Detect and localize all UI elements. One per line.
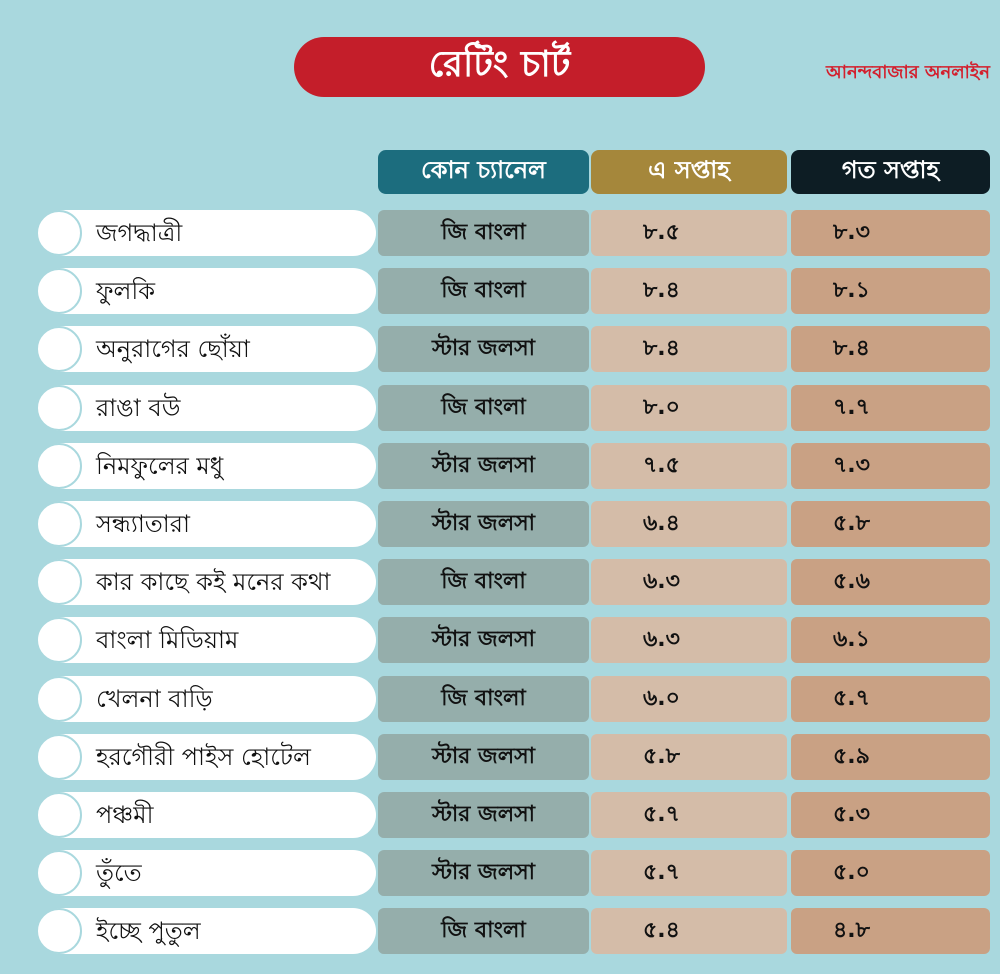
bullet-circle-icon	[36, 443, 82, 489]
last-week-rating: ৭.৩	[791, 443, 990, 489]
bullet-circle-icon	[36, 268, 82, 314]
this-week-rating: ৬.০	[591, 676, 787, 722]
show-name-box	[38, 326, 376, 372]
last-week-rating: ৫.৭	[791, 676, 990, 722]
bullet-circle-icon	[36, 617, 82, 663]
show-name-box	[38, 559, 376, 605]
bullet-circle-icon	[36, 501, 82, 547]
channel-cell: স্টার জলসা	[378, 326, 589, 372]
this-week-rating: ৭.৫	[591, 443, 787, 489]
table-row: ফুলকি জি বাংলা ৮.৪ ৮.১	[0, 268, 1000, 314]
channel-cell: স্টার জলসা	[378, 792, 589, 838]
channel-cell: জি বাংলা	[378, 676, 589, 722]
channel-cell: জি বাংলা	[378, 559, 589, 605]
show-name-box	[38, 268, 376, 314]
show-name: বাংলা মিডিয়াম	[96, 626, 239, 654]
this-week-rating: ৫.৭	[591, 792, 787, 838]
this-week-rating: ৮.৪	[591, 326, 787, 372]
table-row: হরগৌরী পাইস হোটেল স্টার জলসা ৫.৮ ৫.৯	[0, 734, 1000, 780]
channel-cell: জি বাংলা	[378, 210, 589, 256]
last-week-rating: ৭.৭	[791, 385, 990, 431]
last-week-rating: ৪.৮	[791, 908, 990, 954]
channel-cell: জি বাংলা	[378, 385, 589, 431]
last-week-rating: ৫.৬	[791, 559, 990, 605]
this-week-rating: ৬.৩	[591, 559, 787, 605]
table-row: জগদ্ধাত্রী জি বাংলা ৮.৫ ৮.৩	[0, 210, 1000, 256]
show-name-box	[38, 210, 376, 256]
show-name-box	[38, 617, 376, 663]
this-week-rating: ৮.৫	[591, 210, 787, 256]
show-name-box	[38, 908, 376, 954]
last-week-rating: ৬.১	[791, 617, 990, 663]
channel-cell: জি বাংলা	[378, 908, 589, 954]
show-name: অনুরাগের ছোঁয়া	[96, 335, 250, 363]
show-name: রাঙা বউ	[96, 394, 181, 422]
show-name: জগদ্ধাত্রী	[96, 219, 183, 247]
show-name: পঞ্চমী	[96, 801, 154, 829]
this-week-rating: ৫.৮	[591, 734, 787, 780]
column-header-channel: কোন চ্যানেল	[378, 150, 589, 194]
last-week-rating: ৮.৩	[791, 210, 990, 256]
channel-cell: স্টার জলসা	[378, 443, 589, 489]
bullet-circle-icon	[36, 326, 82, 372]
show-name-box	[38, 443, 376, 489]
bullet-circle-icon	[36, 385, 82, 431]
bullet-circle-icon	[36, 792, 82, 838]
this-week-rating: ৬.৪	[591, 501, 787, 547]
bullet-circle-icon	[36, 210, 82, 256]
channel-cell: স্টার জলসা	[378, 734, 589, 780]
this-week-rating: ৮.৪	[591, 268, 787, 314]
last-week-rating: ৮.১	[791, 268, 990, 314]
column-header-this-week: এ সপ্তাহ	[591, 150, 787, 194]
show-name-box	[38, 734, 376, 780]
channel-cell: জি বাংলা	[378, 268, 589, 314]
show-name: খেলনা বাড়ি	[96, 685, 213, 713]
bullet-circle-icon	[36, 676, 82, 722]
this-week-rating: ৫.৪	[591, 908, 787, 954]
show-name: কার কাছে কই মনের কথা	[96, 568, 331, 596]
channel-cell: স্টার জলসা	[378, 617, 589, 663]
table-row: খেলনা বাড়ি জি বাংলা ৬.০ ৫.৭	[0, 676, 1000, 722]
table-row: অনুরাগের ছোঁয়া স্টার জলসা ৮.৪ ৮.৪	[0, 326, 1000, 372]
show-name-box	[38, 501, 376, 547]
show-name-box	[38, 792, 376, 838]
this-week-rating: ৬.৩	[591, 617, 787, 663]
last-week-rating: ৫.৮	[791, 501, 990, 547]
show-name: তুঁতে	[96, 859, 142, 887]
show-name: ইচ্ছে পুতুল	[96, 917, 201, 945]
table-row: কার কাছে কই মনের কথা জি বাংলা ৬.৩ ৫.৬	[0, 559, 1000, 605]
bullet-circle-icon	[36, 559, 82, 605]
bullet-circle-icon	[36, 734, 82, 780]
last-week-rating: ৫.৩	[791, 792, 990, 838]
brand-logo-text: আনন্দবাজার অনলাইন	[826, 62, 990, 83]
channel-cell: স্টার জলসা	[378, 501, 589, 547]
show-name-box	[38, 850, 376, 896]
show-name: হরগৌরী পাইস হোটেল	[96, 743, 311, 771]
table-row: তুঁতে স্টার জলসা ৫.৭ ৫.০	[0, 850, 1000, 896]
table-row: নিমফুলের মধু স্টার জলসা ৭.৫ ৭.৩	[0, 443, 1000, 489]
this-week-rating: ৫.৭	[591, 850, 787, 896]
channel-cell: স্টার জলসা	[378, 850, 589, 896]
last-week-rating: ৫.৯	[791, 734, 990, 780]
table-row: রাঙা বউ জি বাংলা ৮.০ ৭.৭	[0, 385, 1000, 431]
show-name-box	[38, 385, 376, 431]
column-header-last-week: গত সপ্তাহ	[791, 150, 990, 194]
table-row: বাংলা মিডিয়াম স্টার জলসা ৬.৩ ৬.১	[0, 617, 1000, 663]
show-name: সন্ধ্যাতারা	[96, 510, 190, 538]
show-name-box	[38, 676, 376, 722]
table-row: সন্ধ্যাতারা স্টার জলসা ৬.৪ ৫.৮	[0, 501, 1000, 547]
bullet-circle-icon	[36, 850, 82, 896]
bullet-circle-icon	[36, 908, 82, 954]
last-week-rating: ৮.৪	[791, 326, 990, 372]
last-week-rating: ৫.০	[791, 850, 990, 896]
table-row: ইচ্ছে পুতুল জি বাংলা ৫.৪ ৪.৮	[0, 908, 1000, 954]
table-row: পঞ্চমী স্টার জলসা ৫.৭ ৫.৩	[0, 792, 1000, 838]
show-name: নিমফুলের মধু	[96, 452, 224, 480]
this-week-rating: ৮.০	[591, 385, 787, 431]
page-title: রেটিং চার্ট	[294, 37, 705, 97]
show-name: ফুলকি	[96, 277, 156, 305]
